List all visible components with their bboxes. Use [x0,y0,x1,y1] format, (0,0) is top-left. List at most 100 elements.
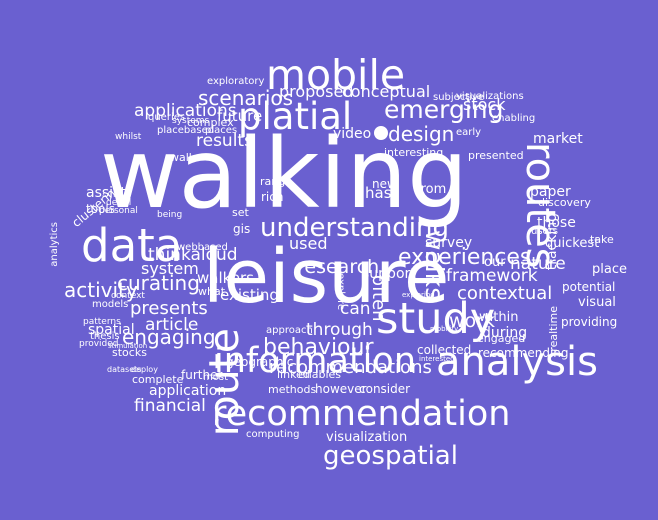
word-visualizations: visualizations [456,91,524,102]
word-datasets: datasets [107,365,142,374]
word-engaging: engaging [122,325,216,349]
word-financial: financial [134,396,206,416]
word-leisure: leisure [203,234,450,320]
word-proposed: proposed [279,82,354,101]
word-context: context [111,291,145,301]
word-assist: assist [86,185,126,201]
word-realtime: realtime [547,306,560,352]
word-used: used [289,234,328,253]
word-place: place [592,262,627,277]
word-computing: computing [246,429,300,440]
word-approach: approach [266,325,313,336]
word-market: market [533,131,583,147]
word-conceptual: conceptual [342,82,431,101]
word-analytics: analytics [49,222,60,267]
word-interested: interested [419,355,455,363]
word-interesting: interesting [384,146,444,159]
word-what: what [198,285,226,298]
word-activity: activity [64,278,138,302]
word-information: information [214,341,417,381]
word-system: system [141,259,199,278]
word-further: further [181,368,223,382]
word-understanding: understanding [260,213,450,243]
word-new: new [372,177,397,191]
word-enables: enables [298,368,342,381]
word-during: during [482,325,528,341]
word-queries: queries [148,112,186,123]
word-results: results [196,131,253,151]
word-early: early [456,127,482,138]
word-thinkaloud: thinkaloud [148,245,238,265]
word-within: within [479,310,519,325]
word-take: take [590,233,614,246]
word-quickest: quickest [545,236,600,251]
word-personal: personal [99,206,138,216]
word-recommendation: recommendation [212,394,511,434]
word-through: through [306,320,373,340]
word-research: research [297,256,380,278]
word-mobile: mobile [266,51,406,99]
word-has: has [365,184,392,202]
word-stocks: stocks [112,346,147,359]
word-geospatial: geospatial [323,441,458,471]
word-behaviour: behaviour [263,335,374,360]
word-presented: presented [468,149,524,162]
word-deploy: deploy [131,365,158,374]
word-data: data [81,219,183,272]
word-survey: survey [425,235,473,251]
word-mobility: mobility [430,325,459,333]
word-gis: gis [233,222,251,236]
word-spatial: spatial [88,322,135,338]
word-scenarios: scenarios [198,86,294,110]
word-applications: applications [134,101,237,121]
word-future: future [217,107,263,125]
word-paper: paper [530,184,571,200]
word-detail: detail [106,198,132,208]
word-consider: consider [359,382,411,396]
word-provided: provided [79,339,119,349]
word-placebased: placebased [157,125,215,136]
word-framework: framework [446,266,538,286]
word-users: users [531,226,559,237]
word-systems: systems [172,116,210,126]
word-patterns: patterns [83,317,121,327]
word-exploratory: exploratory [207,76,265,87]
word-experiences: experiences [398,245,532,270]
word-exploring: exploring [402,291,435,299]
word-however: however [315,382,367,396]
word-walking: walking [100,118,469,230]
word-geographic: geographic [226,355,294,369]
word-application: application [149,383,227,399]
word-recommendations: recommendations [269,357,432,378]
word-walkers: walkers [197,269,254,287]
word-methods: methods [268,383,317,396]
word-rich: rich [261,190,284,204]
word-collected: collected [417,343,472,357]
word-platial: platial [238,95,353,138]
word-from: from [416,182,447,197]
word-visualization: visualization [326,430,408,445]
word-contextual: contextual [457,283,553,304]
word-engaged: engaged [477,332,526,345]
word-places: places [205,125,238,136]
word-walk: walk [170,151,196,164]
word-subjective: subjective [433,92,485,103]
word-most: most [203,372,228,383]
word-range: range [260,175,292,188]
bullet-dot [374,126,388,140]
word-enabling: enabling [492,113,536,124]
word-tools: tools [86,202,115,216]
word-existing: existing [220,286,279,304]
word-emerging: emerging [384,95,504,124]
word-stimulation: stimulation [108,342,148,350]
word-complex: complex [187,116,234,129]
word-those: those [537,215,576,231]
word-webbased: webbased [177,242,228,253]
word-can: can [340,299,371,319]
word-models: models [92,299,129,310]
word-video: video [333,126,372,142]
word-discovery: discovery [538,196,591,209]
word-article: article [145,315,199,335]
word-complete: complete [132,373,184,386]
